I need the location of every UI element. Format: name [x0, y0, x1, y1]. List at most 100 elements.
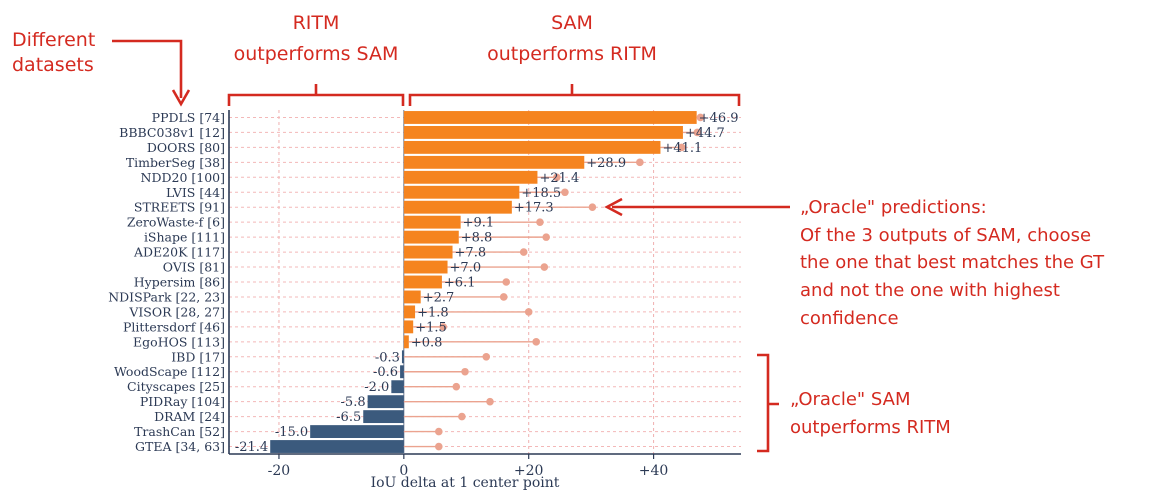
oracle-point [434, 427, 443, 436]
oracle-point [458, 412, 466, 421]
oracle-point [499, 293, 508, 301]
value-label: +1.8 [417, 305, 449, 320]
bar [403, 275, 442, 289]
category-label: ZeroWaste-f [6] [127, 215, 225, 230]
bar [403, 320, 414, 334]
x-tick-label: 0 [399, 463, 408, 479]
sam-brace [408, 84, 741, 106]
oracle-point [696, 113, 705, 122]
sam-note-line-2: outperforms RITM [487, 43, 657, 65]
bar [403, 305, 416, 319]
category-label: DOORS [80] [147, 140, 225, 155]
bar [403, 185, 520, 199]
value-label: +7.8 [455, 246, 487, 261]
ritm-brace [227, 84, 405, 106]
oracle-point [532, 338, 540, 346]
oracle-sam-brace [757, 353, 779, 453]
value-label: +2.7 [423, 290, 455, 305]
oracle-point [536, 218, 544, 226]
category-label: TimberSeg [38] [126, 155, 225, 170]
x-tick-label: +40 [639, 463, 669, 479]
bar [403, 155, 585, 169]
bar [403, 126, 683, 139]
value-label: +17.3 [514, 201, 554, 216]
oracle-point [434, 442, 443, 451]
bar [363, 410, 404, 424]
oracle-note-line-2: Of the 3 outputs of SAM, choose [800, 225, 1091, 246]
oracle-point [636, 158, 644, 167]
value-label: -5.8 [341, 395, 366, 410]
category-label: EgoHOS [113] [133, 334, 225, 349]
oracle-point [439, 323, 447, 331]
category-label: iShape [111] [144, 230, 225, 245]
oracle-point [553, 173, 561, 182]
category-label: PIDRay [104] [140, 394, 225, 409]
category-label: TrashCan [52] [134, 424, 225, 439]
value-label: +28.9 [586, 156, 626, 171]
oracle-point [542, 233, 550, 241]
bar [367, 395, 404, 409]
oracle-sam-note-line-2: outperforms RITM [790, 417, 951, 438]
category-label: DRAM [24] [154, 409, 225, 424]
oracle-note-line-1: „Oracle" predictions: [800, 197, 987, 218]
value-label: +0.8 [411, 335, 443, 350]
ritm-note-line-1: RITM [293, 12, 340, 34]
value-label: +46.9 [699, 111, 739, 126]
bar [403, 111, 697, 124]
value-label: +1.5 [415, 320, 447, 335]
bar [403, 200, 512, 214]
value-label: -2.0 [364, 380, 389, 395]
bar [310, 425, 404, 438]
datasets-note-line-2: datasets [12, 54, 94, 76]
oracle-point [524, 308, 533, 316]
value-label: +44.7 [685, 126, 725, 141]
x-tick-label: +20 [514, 463, 544, 479]
category-label: Hypersim [86] [134, 275, 225, 290]
oracle-arrow-head-icon [604, 197, 623, 217]
oracle-note-line-4: and not the one with highest [800, 280, 1060, 301]
category-label: NDD20 [100] [141, 170, 225, 185]
value-label: +9.1 [463, 216, 495, 231]
ritm-note-line-2: outperforms SAM [234, 43, 399, 65]
datasets-note-line-1: Different [12, 29, 95, 51]
bar [403, 290, 421, 304]
category-label: IBD [17] [171, 349, 225, 364]
category-label: ADE20K [117] [133, 245, 225, 260]
value-label: +7.0 [450, 261, 482, 276]
category-label: OVIS [81] [163, 260, 225, 275]
oracle-point [461, 367, 469, 376]
oracle-note-line-3: the one that best matches the GT [800, 252, 1105, 273]
bar [403, 230, 459, 244]
datasets-arrow-line [112, 39, 183, 98]
value-label: -15.0 [275, 425, 308, 440]
value-label: -0.3 [375, 350, 400, 365]
sam-note-line-1: SAM [551, 12, 593, 34]
category-label: Plittersdorf [46] [123, 319, 225, 334]
oracle-point [486, 397, 494, 406]
bar [391, 380, 404, 394]
category-label: NDISPark [22, 23] [108, 289, 225, 304]
oracle-point [519, 248, 528, 256]
oracle-point [502, 278, 511, 286]
plot-area: PPDLS [74] +46.9 BBBC038v1 [12] +44.7 DOORS … [108, 110, 741, 491]
oracle-sam-note-line-1: „Oracle" SAM [790, 389, 911, 410]
datasets-arrow-head-icon [171, 89, 191, 107]
annotations: Different datasets RITM outperforms SAM … [12, 12, 1105, 453]
category-label: GTEA [34, 63] [135, 439, 225, 454]
bar [403, 140, 661, 154]
oracle-point [540, 263, 549, 271]
bar [403, 215, 461, 229]
category-label: Cityscapes [25] [127, 379, 225, 394]
bar [401, 350, 404, 364]
x-tick-label: -20 [268, 463, 291, 479]
category-label: VISOR [28, 27] [128, 304, 225, 319]
value-label: +21.4 [539, 171, 579, 186]
oracle-point [482, 352, 491, 361]
category-label: WoodScape [112] [114, 364, 225, 379]
value-label: +41.1 [662, 141, 702, 156]
value-label: -21.4 [235, 440, 268, 455]
oracle-point [588, 203, 597, 212]
category-label: STREETS [91] [134, 200, 225, 215]
oracle-point [693, 128, 702, 137]
